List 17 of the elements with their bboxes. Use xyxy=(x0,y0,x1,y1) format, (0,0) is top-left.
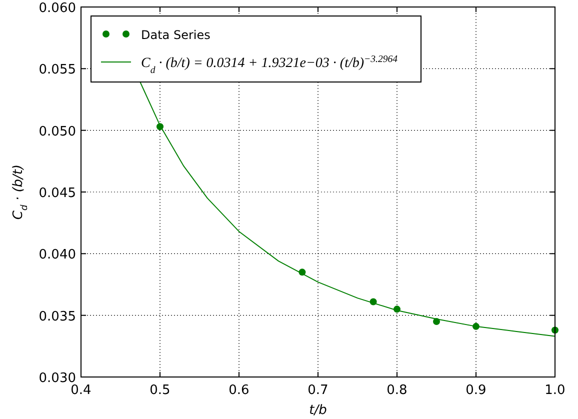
x-axis-title: t/b xyxy=(309,403,327,418)
y-tick-label: 0.035 xyxy=(38,309,76,324)
y-tick-label: 0.040 xyxy=(38,248,76,263)
y-tick-label: 0.060 xyxy=(38,1,76,16)
y-tick-label: 0.055 xyxy=(38,62,76,78)
y-tick-label: 0.045 xyxy=(38,186,76,201)
legend-label: Data Series xyxy=(141,28,210,42)
x-tick-label: 0.5 xyxy=(150,383,170,398)
x-tick-label: 0.6 xyxy=(228,383,250,398)
line-series xyxy=(140,82,556,337)
x-tick-label: 0.9 xyxy=(466,383,486,398)
x-tick-label: 0.4 xyxy=(70,383,92,398)
x-tick-label: 1.0 xyxy=(544,383,566,398)
y-tick-label: 0.050 xyxy=(38,124,76,140)
x-tick-label: 0.8 xyxy=(386,383,408,398)
legend-label: C$_{d}$ · (b/t) = 0.0314 + 1.9321e−03 · (t/b)$^{−3.2964}$ xyxy=(141,54,398,76)
x-tick-label: 0.7 xyxy=(308,383,328,398)
